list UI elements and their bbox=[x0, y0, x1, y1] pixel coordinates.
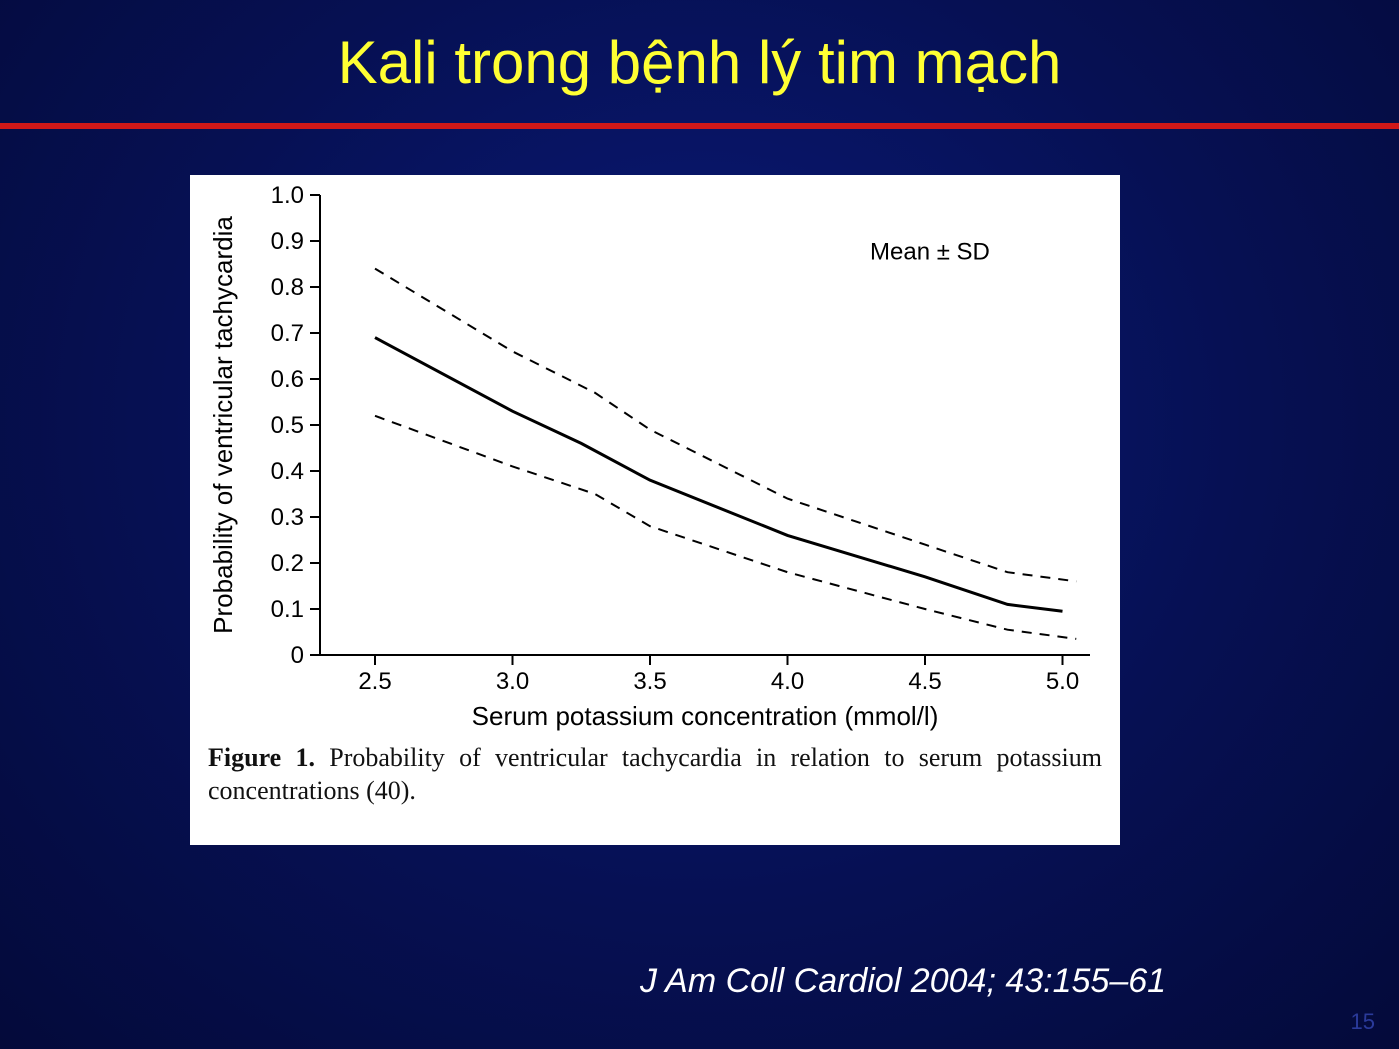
svg-text:1.0: 1.0 bbox=[271, 182, 304, 209]
svg-text:0.6: 0.6 bbox=[271, 366, 304, 393]
caption-lead: Figure 1. bbox=[208, 743, 315, 772]
slide-title: Kali trong bệnh lý tim mạch bbox=[0, 0, 1399, 119]
figure-caption: Figure 1. Probability of ventricular tac… bbox=[190, 735, 1120, 818]
svg-text:5.0: 5.0 bbox=[1046, 668, 1079, 695]
caption-text: Probability of ventricular tachycardia i… bbox=[208, 743, 1102, 805]
slide: Kali trong bệnh lý tim mạch 0 0.1 0.2 0.3 0.… bbox=[0, 0, 1399, 1049]
svg-text:Probability of ventricular tac: Probability of ventricular tachycardia bbox=[208, 216, 238, 634]
svg-text:0.7: 0.7 bbox=[271, 320, 304, 347]
svg-text:Serum potassium concentration: Serum potassium concentration (mmol/l) bbox=[472, 701, 939, 731]
svg-text:3.5: 3.5 bbox=[633, 668, 666, 695]
svg-text:0.3: 0.3 bbox=[271, 504, 304, 531]
svg-text:0.4: 0.4 bbox=[271, 458, 304, 485]
divider-bar bbox=[0, 123, 1399, 129]
svg-text:Mean ± SD: Mean ± SD bbox=[870, 238, 990, 265]
svg-text:0.1: 0.1 bbox=[271, 596, 304, 623]
svg-text:0.9: 0.9 bbox=[271, 228, 304, 255]
svg-text:0: 0 bbox=[291, 642, 304, 669]
svg-text:2.5: 2.5 bbox=[358, 668, 391, 695]
line-chart: 0 0.1 0.2 0.3 0.4 0.5 0.6 0.7 0.8 0.9 1.0 2.5 3.0 3.5… bbox=[190, 175, 1120, 735]
svg-text:3.0: 3.0 bbox=[496, 668, 529, 695]
figure-panel: 0 0.1 0.2 0.3 0.4 0.5 0.6 0.7 0.8 0.9 1.0 2.5 3.0 3.5… bbox=[190, 175, 1120, 845]
svg-text:4.0: 4.0 bbox=[771, 668, 804, 695]
page-number: 15 bbox=[1351, 1009, 1375, 1035]
svg-text:0.5: 0.5 bbox=[271, 412, 304, 439]
svg-text:0.8: 0.8 bbox=[271, 274, 304, 301]
citation-text: J Am Coll Cardiol 2004; 43:155–61 bbox=[640, 962, 1166, 1001]
svg-text:0.2: 0.2 bbox=[271, 550, 304, 577]
svg-text:4.5: 4.5 bbox=[908, 668, 941, 695]
